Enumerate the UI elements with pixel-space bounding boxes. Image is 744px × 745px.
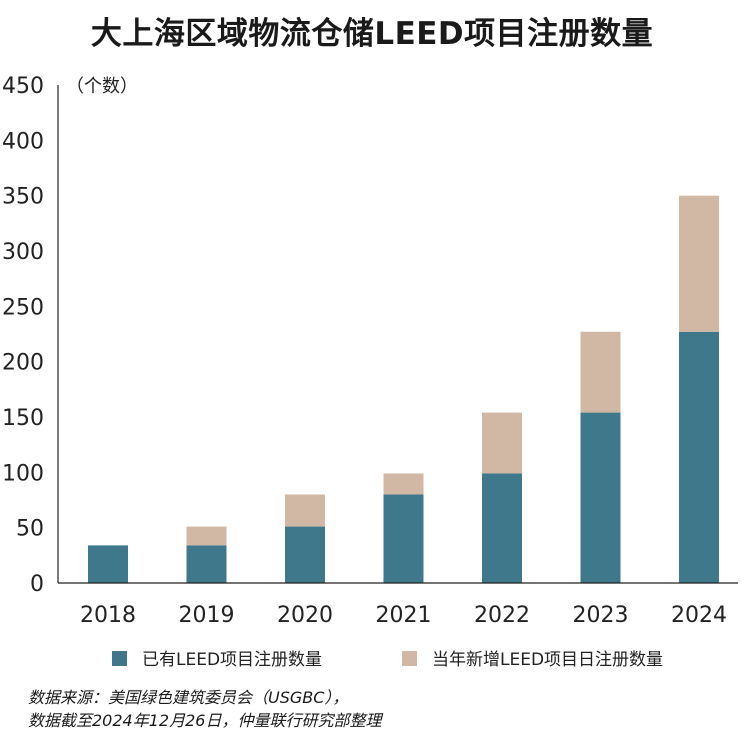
bar-existing-2023 xyxy=(580,412,621,583)
y-tick-label: 200 xyxy=(2,351,44,376)
bar-new-2024 xyxy=(679,195,719,332)
bars xyxy=(88,195,719,583)
bar-existing-2018 xyxy=(88,545,128,583)
x-tick-label: 2019 xyxy=(179,603,235,628)
x-tick-label: 2023 xyxy=(573,603,629,628)
chart-title: 大上海区域物流仓储LEED项目注册数量 xyxy=(90,16,654,52)
bar-chart: 0 50 100 150 200 250 300 350 400 450 2018 2019 2020… xyxy=(2,74,738,670)
x-tick-label: 2020 xyxy=(277,603,333,628)
x-tick-label: 2018 xyxy=(80,603,136,628)
y-tick-label: 450 xyxy=(2,74,44,99)
y-tick-label: 400 xyxy=(2,129,44,154)
bar-new-2022 xyxy=(482,412,522,474)
y-tick-label: 350 xyxy=(2,185,44,210)
x-tick-label: 2024 xyxy=(671,603,727,628)
source-line-2: 数据截至2024年12月26日，仲量联行研究部整理 xyxy=(28,711,382,730)
bar-existing-2024 xyxy=(679,331,719,583)
y-tick-label: 150 xyxy=(2,406,44,431)
x-tick-label: 2022 xyxy=(474,603,530,628)
legend-swatch xyxy=(112,651,127,666)
legend-label: 当年新增LEED项目日注册数量 xyxy=(432,650,663,670)
x-tick-label: 2021 xyxy=(376,603,432,628)
y-axis: 0 50 100 150 200 250 300 350 400 450 xyxy=(2,74,59,597)
y-tick-label: 300 xyxy=(2,240,44,265)
legend: 已有LEED项目注册数量 当年新增LEED项目日注册数量 xyxy=(112,650,663,670)
bar-new-2023 xyxy=(580,331,621,413)
legend-swatch xyxy=(402,651,417,666)
source-line-1: 数据来源：美国绿色建筑委员会（USGBC）， xyxy=(28,688,349,707)
y-unit-label: （个数） xyxy=(66,76,138,97)
bar-existing-2019 xyxy=(186,545,227,583)
source-note: 数据来源：美国绿色建筑委员会（USGBC）， 数据截至2024年12月26日，仲… xyxy=(28,686,381,732)
bar-new-2020 xyxy=(285,494,325,527)
y-tick-label: 50 xyxy=(16,517,44,542)
y-tick-label: 250 xyxy=(2,295,44,320)
y-tick-label: 0 xyxy=(30,572,44,597)
bar-new-2019 xyxy=(186,526,227,546)
bar-new-2021 xyxy=(383,473,424,495)
y-tick-label: 100 xyxy=(2,461,44,486)
bar-existing-2022 xyxy=(482,473,522,583)
x-axis: 2018 2019 2020 2021 2022 2023 2024 xyxy=(58,582,738,628)
bar-existing-2021 xyxy=(383,494,424,583)
legend-label: 已有LEED项目注册数量 xyxy=(142,650,322,670)
bar-existing-2020 xyxy=(285,526,325,583)
